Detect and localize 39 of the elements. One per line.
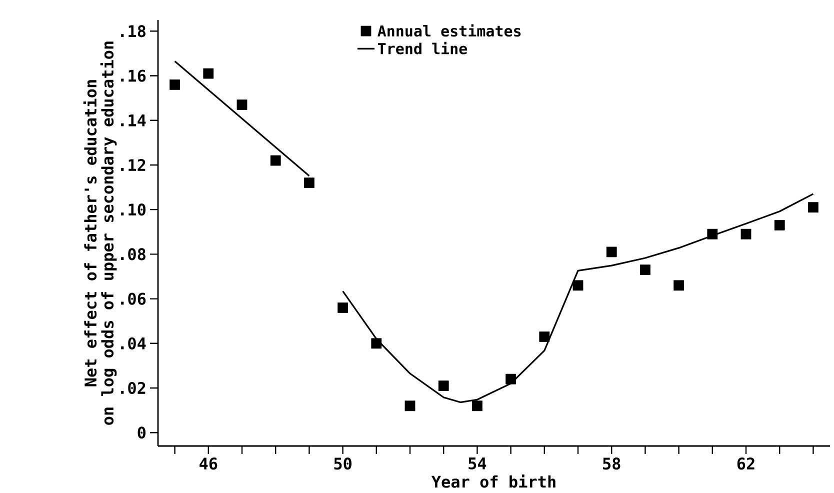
point xyxy=(808,202,818,213)
point xyxy=(338,302,348,313)
legend-label: Annual estimates xyxy=(378,24,521,37)
point xyxy=(640,264,650,275)
y-tick-label: .10 xyxy=(121,204,146,216)
point xyxy=(304,178,314,188)
point xyxy=(740,228,752,240)
point xyxy=(506,374,516,384)
x-axis-title: Year of birth xyxy=(431,474,556,488)
y-tick-label: .06 xyxy=(121,292,146,305)
point xyxy=(774,220,785,230)
point xyxy=(371,338,382,349)
point xyxy=(270,155,281,166)
y-tick-label: .16 xyxy=(121,70,146,82)
x-tick-label: 50 xyxy=(334,458,352,470)
point xyxy=(472,400,482,412)
y-tick-label: .04 xyxy=(121,337,146,350)
point xyxy=(170,79,180,90)
point xyxy=(539,332,550,342)
x-tick-label: 58 xyxy=(603,458,620,470)
legend-label: Trend line xyxy=(378,42,468,54)
point xyxy=(236,100,248,110)
x-tick-label: 62 xyxy=(737,458,754,470)
point xyxy=(203,68,214,79)
y-tick-label: .18 xyxy=(121,25,146,38)
y-tick-label: 0 xyxy=(138,426,146,439)
x-tick-label: 54 xyxy=(468,458,486,470)
point xyxy=(404,400,416,412)
point xyxy=(572,280,584,291)
y-tick-label: .12 xyxy=(121,159,146,171)
point xyxy=(707,228,718,240)
point xyxy=(438,380,449,391)
x-tick-label: 46 xyxy=(200,458,218,470)
point xyxy=(606,246,617,258)
point xyxy=(674,280,684,291)
y-tick-label: .08 xyxy=(121,248,146,260)
y-axis-title: Net effect of father's education on log odds of upper secondary education xyxy=(83,42,117,425)
y-tick-label: .02 xyxy=(121,382,146,394)
y-tick-label: .14 xyxy=(121,114,146,126)
